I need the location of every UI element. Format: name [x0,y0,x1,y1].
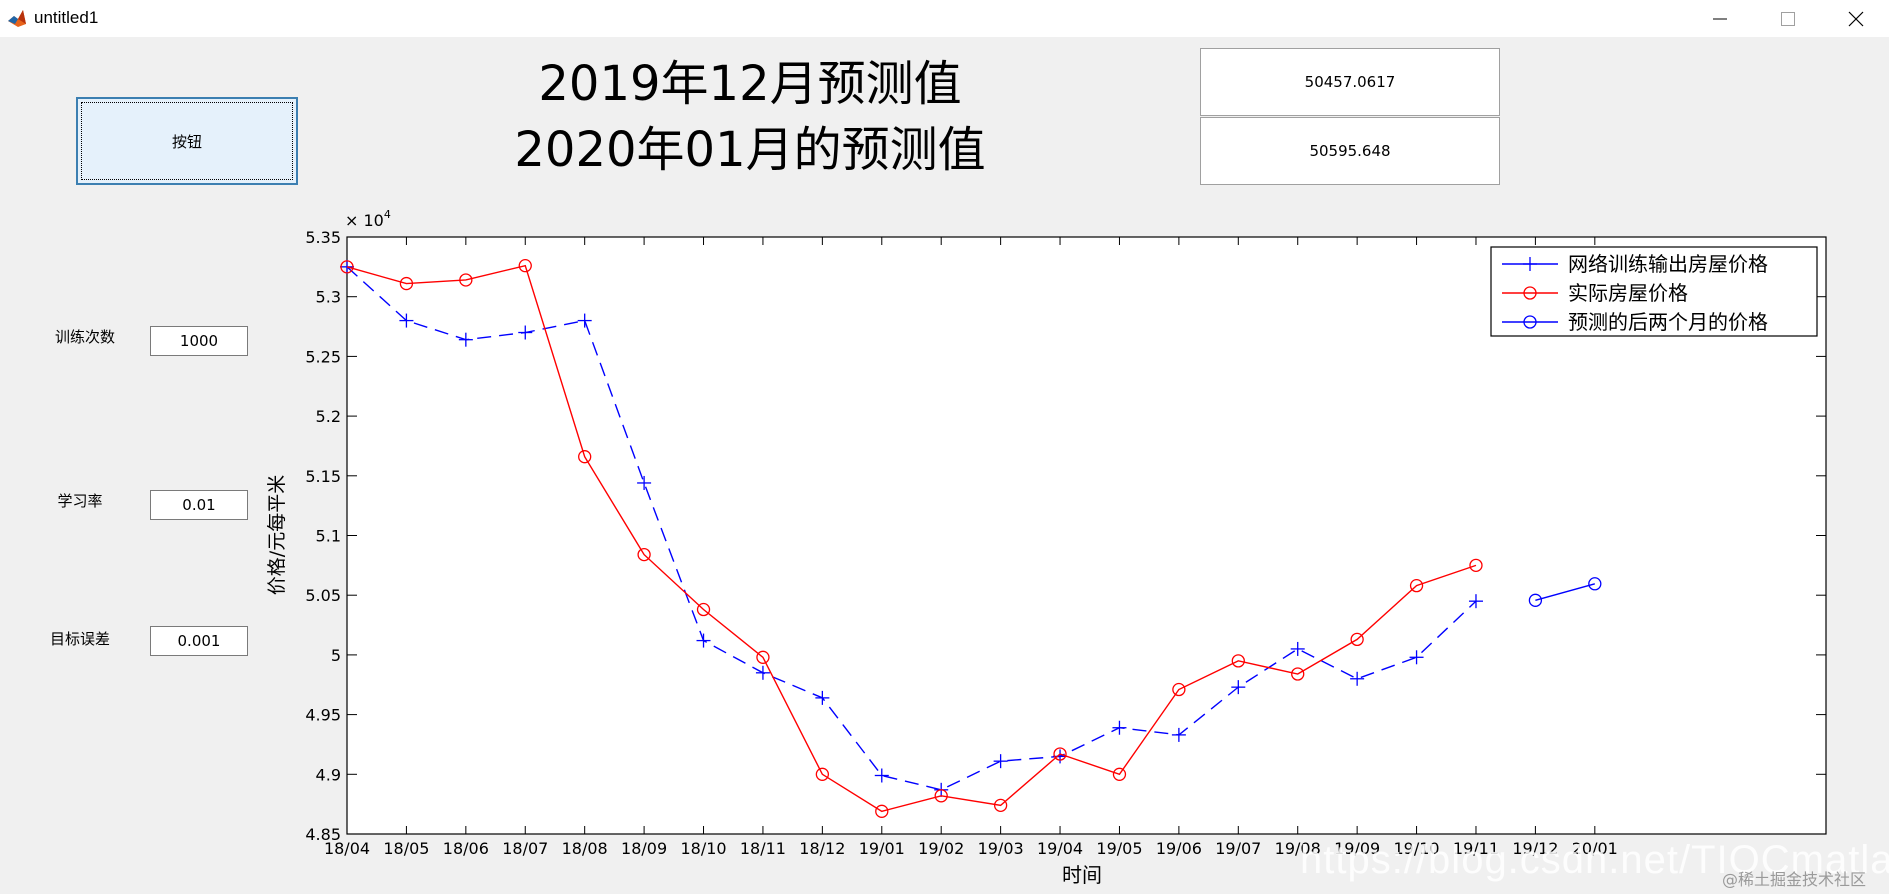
circle-marker [756,650,770,664]
close-button[interactable] [1822,0,1889,37]
close-icon [1848,11,1864,26]
circle-marker [1291,667,1305,681]
circle-marker [934,789,948,803]
y-tick-label: 5.2 [316,407,341,426]
circle-marker [1528,593,1543,607]
maximize-button[interactable] [1754,0,1822,37]
legend-label: 预测的后两个月的价格 [1568,310,1768,334]
maximize-icon [1781,11,1795,26]
circle-marker [1523,286,1537,300]
x-tick-label: 19/02 [918,839,964,858]
target-error-label: 目标误差 [49,630,110,648]
axis-ticks: 18/04 18/05 18/06 18/07 18/08 18/09 18/10 18/11… [305,228,1826,858]
heading-jan-2020: 2020年01月的预测值 [514,122,986,178]
minimize-icon [1713,18,1727,19]
learning-rate-input[interactable] [150,490,248,520]
series-1 [340,259,1483,818]
x-tick-label: 18/11 [740,839,786,858]
x-tick-label: 18/12 [799,839,845,858]
x-tick-label: 19/11 [1453,839,1499,858]
circle-marker [1469,558,1483,572]
x-tick-label: 19/10 [1394,839,1440,858]
series-layer [340,259,1602,818]
price-chart: 18/04 18/05 18/06 18/07 18/08 18/09 18/10 18/11… [266,208,1827,887]
x-tick-label: 18/09 [621,839,667,858]
epochs-label: 训练次数 [54,328,115,346]
circle-marker [815,767,830,781]
y-tick-label: 4.85 [305,825,341,844]
series-2 [1528,577,1602,607]
x-tick-label: 18/07 [502,839,548,858]
window-titlebar: untitled1 [0,0,1889,37]
x-tick-label: 19/08 [1275,839,1321,858]
circle-marker [1409,578,1424,593]
series-0 [340,259,1483,797]
circle-marker [993,798,1008,812]
circle-marker [518,259,532,273]
y-tick-label: 5.05 [305,586,341,605]
prediction-jan-value: 50595.648 [1200,117,1500,185]
y-exponent-base: × 10 [345,211,384,230]
circle-marker [1350,632,1364,647]
circle-marker [1588,577,1602,591]
series-line [346,266,1477,791]
x-tick-label: 19/01 [859,839,905,858]
legend-label: 网络训练输出房屋价格 [1568,252,1768,276]
circle-marker [637,547,651,562]
y-exponent-power: 4 [384,208,391,221]
circle-marker [1112,767,1127,781]
minimize-button[interactable] [1686,0,1754,37]
circle-marker [696,602,711,617]
epochs-input[interactable] [150,326,248,356]
circle-marker [875,804,889,818]
x-tick-label: 19/05 [1096,839,1142,858]
series-line [346,264,1477,813]
legend-label: 实际房屋价格 [1568,281,1688,305]
window-title: untitled1 [34,8,99,27]
x-tick-label: 19/06 [1156,839,1202,858]
y-tick-label: 5.15 [305,467,341,486]
watermark-site: @稀土掘金技术社区 [1722,870,1867,889]
y-exponent-label: × 104 [345,208,391,230]
x-tick-label: 18/05 [383,839,429,858]
circle-marker [1053,747,1067,761]
y-tick-label: 4.9 [316,765,341,784]
y-tick-label: 4.95 [305,706,341,725]
x-tick-label: 19/09 [1334,839,1380,858]
x-tick-label: 19/12 [1512,839,1558,858]
y-tick-label: 5.25 [305,347,341,366]
circle-marker [340,260,354,274]
circle-marker [1231,654,1245,668]
target-error-input[interactable] [150,626,248,656]
run-button[interactable]: 按钮 [76,97,298,185]
y-tick-label: 5.35 [305,228,341,247]
matlab-icon [8,10,26,27]
x-tick-label: 18/10 [680,839,726,858]
watermark-url: https://blog.csdn.net/TIQCmatlab [1300,838,1889,882]
x-axis-label: 时间 [1062,863,1102,887]
x-tick-label: 18/04 [324,839,370,858]
x-tick-label: 18/06 [443,839,489,858]
y-tick-label: 5.3 [316,288,341,307]
x-tick-label: 18/08 [562,839,608,858]
learning-rate-label: 学习率 [57,492,103,510]
prediction-dec-value: 50457.0617 [1200,48,1500,116]
circle-marker [1172,682,1186,697]
prediction-heading: 2019年12月预测值 2020年01月的预测值 [500,51,1000,183]
circle-marker [1523,315,1537,329]
x-tick-label: 19/04 [1037,839,1083,858]
legend-box [1490,246,1818,337]
x-tick-label: 20/01 [1572,839,1618,858]
circle-marker [459,273,473,287]
series-line [1535,583,1596,602]
circle-marker [578,450,592,464]
y-axis-label: 价格/元每平米 [266,475,288,595]
circle-marker [399,276,414,291]
y-tick-label: 5 [331,646,341,665]
y-tick-label: 5.1 [316,527,341,546]
x-tick-label: 19/03 [978,839,1024,858]
heading-dec-2019: 2019年12月预测值 [538,56,962,112]
x-tick-label: 19/07 [1215,839,1261,858]
